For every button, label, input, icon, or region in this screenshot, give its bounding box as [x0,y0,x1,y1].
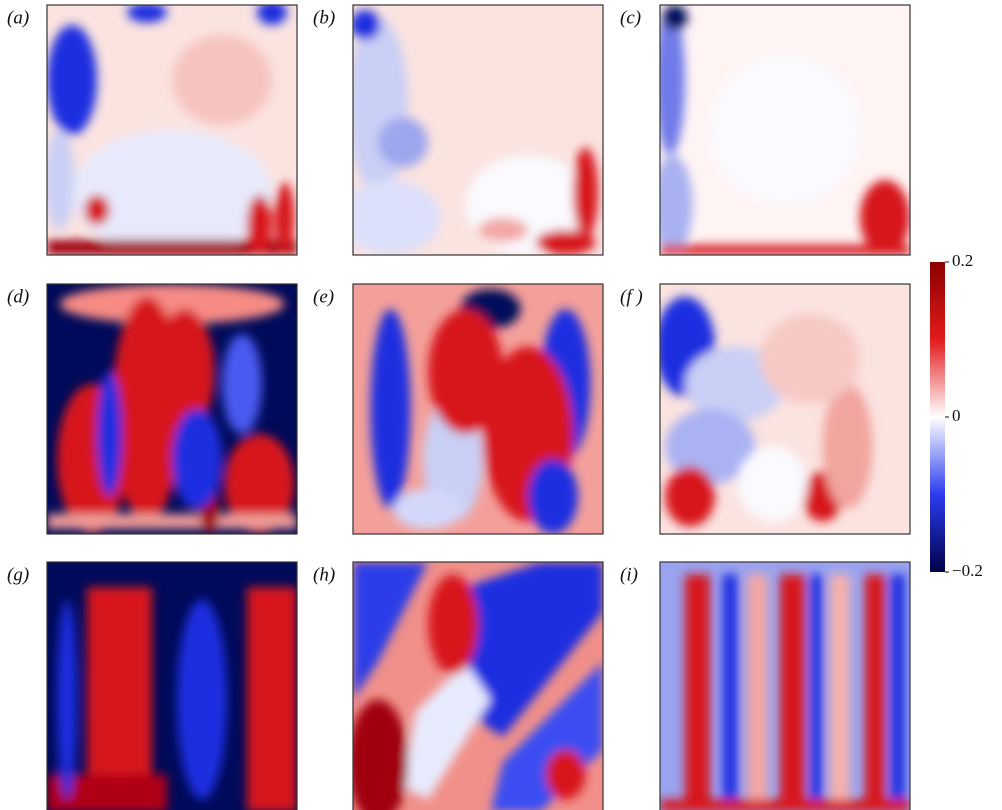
panel-label: (a) [7,7,29,28]
panel-label: (e) [313,286,334,307]
blob [865,575,885,800]
blob [738,447,808,522]
field-panel [348,562,603,810]
blob [275,183,295,253]
panel-label: (c) [620,7,641,28]
blob [177,600,227,800]
blob [528,459,578,534]
colorbar-tick-label: 0 [952,406,961,425]
blob [428,575,478,675]
blob [573,148,598,238]
field-panel [653,5,911,255]
colorbar-tick-label: 0.2 [952,251,973,270]
colorbar-tick-label: −0.2 [952,561,983,580]
blob [653,155,693,255]
blob [57,600,77,800]
panel-label: (b) [313,7,335,28]
blob [247,587,297,810]
field-panel [47,284,297,534]
blob [810,575,823,800]
blob [247,195,272,255]
blob [172,409,222,509]
panel-label: (f ) [620,286,643,307]
field-panel [341,5,604,255]
blob [257,0,287,25]
field-panel [655,284,910,534]
panel-label: (d) [7,286,29,307]
blob [222,334,262,434]
blob [72,130,272,255]
blob [823,384,873,509]
blob [546,750,586,800]
field-panel [45,0,298,255]
blob [748,575,768,800]
blob [371,309,411,509]
blob [660,245,910,255]
blob [860,180,910,255]
figure: (a) (b) (c) (d) (e) (f ) (g) (h) (i) 0.2 0 −0.2 [0,0,1002,810]
blob [351,10,381,40]
blob [710,55,860,205]
blob [393,489,463,529]
blob [830,575,850,800]
panel-label: (h) [313,564,335,585]
blob [378,118,428,168]
blob [428,309,503,434]
field-pattern [660,575,910,810]
panel-label: (g) [7,564,29,585]
field-panel [47,562,297,810]
colorbar [930,262,945,572]
field-panel [660,562,910,810]
blob [685,575,710,800]
blob [660,800,910,810]
panel-label: (i) [620,564,638,585]
blob [45,130,75,230]
blob [47,25,97,135]
blob [478,218,528,243]
blob [663,5,688,30]
blob [723,575,738,800]
blob [760,314,860,404]
blob [890,575,905,800]
blob [97,372,122,497]
blob [172,35,272,125]
blob [665,467,715,527]
field-panel [353,284,603,534]
blob [85,195,110,225]
blob [780,575,805,800]
blob [47,514,297,529]
blob [341,180,441,255]
